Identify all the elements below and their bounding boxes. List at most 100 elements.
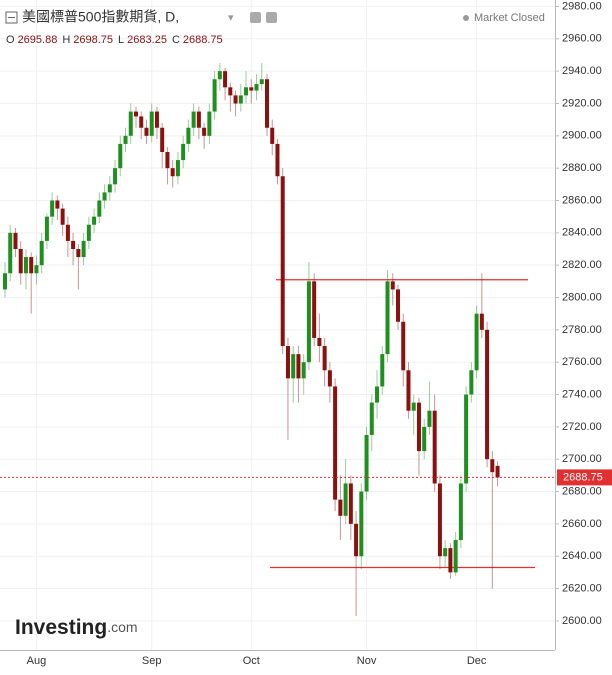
candle-body (139, 116, 144, 128)
candle-body (474, 313, 479, 371)
collapse-icon[interactable] (5, 11, 18, 24)
ohlc-value: 2698.75 (73, 34, 113, 46)
candle-body (244, 87, 249, 96)
y-tick-label: 2920.00 (562, 97, 602, 109)
candle-body (322, 346, 327, 371)
candle-body (333, 386, 338, 500)
candle-body (453, 540, 458, 573)
watermark-main: Investing (15, 616, 107, 639)
candle-body (65, 224, 70, 241)
y-tick-label: 2940.00 (562, 65, 602, 77)
candle-body (55, 200, 60, 209)
candle-body (107, 184, 112, 193)
candle-body (23, 257, 28, 274)
y-tick-label: 2820.00 (562, 259, 602, 271)
dropdown-arrow[interactable]: ▾ (228, 12, 234, 24)
y-tick-label: 2620.00 (562, 582, 602, 594)
candle-body (479, 313, 484, 330)
market-status: Market Closed (474, 12, 545, 24)
candle-body (380, 354, 385, 387)
candle-body (50, 200, 55, 217)
x-tick-label: Oct (243, 655, 260, 667)
candle-body (118, 143, 123, 169)
ohlc-legend: O 2695.88 H 2698.75 L 2683.25 C 2688.75 (6, 34, 223, 46)
y-tick-label: 2660.00 (562, 518, 602, 530)
candle-body (92, 216, 97, 225)
watermark-suffix: .com (107, 619, 137, 635)
candle-body (401, 321, 406, 371)
candle-body (223, 71, 228, 88)
candle-body (464, 394, 469, 484)
y-tick-label: 2680.00 (562, 485, 602, 497)
candle-body (34, 265, 39, 274)
candle-body (348, 483, 353, 524)
candle-body (275, 143, 280, 177)
candle-body (233, 95, 238, 104)
candle-body (160, 127, 165, 152)
chart-title: 美國標普500指數期貨, D, (22, 9, 179, 25)
candle-body (186, 127, 191, 144)
candle-body (437, 483, 442, 557)
candle-body (154, 111, 159, 128)
candle-body (29, 257, 34, 274)
candle-body (228, 87, 233, 96)
candle-body (196, 111, 201, 128)
candle-body (390, 281, 395, 290)
y-tick-label: 2960.00 (562, 33, 602, 45)
candle-body (71, 240, 76, 250)
ohlc-key: H (62, 34, 70, 46)
candle-body (13, 232, 18, 250)
candle-body (217, 71, 222, 80)
candle-body (212, 79, 217, 112)
watermark: Investing.com (15, 616, 138, 639)
candle-body (128, 111, 133, 136)
x-tick-label: Dec (467, 655, 487, 667)
y-tick-label: 2780.00 (562, 324, 602, 336)
candle-body (81, 240, 86, 258)
candle-body (76, 249, 81, 258)
ohlc-value: 2688.75 (183, 34, 223, 46)
ohlc-key: O (6, 34, 15, 46)
candle-body (364, 434, 369, 492)
x-tick-label: Sep (142, 655, 162, 667)
candle-body (270, 127, 275, 144)
status-dot (463, 15, 469, 21)
y-tick-label: 2880.00 (562, 162, 602, 174)
candle-body (359, 491, 364, 557)
candle-body (170, 168, 175, 177)
settings-icon[interactable] (266, 12, 277, 23)
y-tick-label: 2740.00 (562, 388, 602, 400)
candle-body (60, 208, 65, 225)
candle-body (396, 289, 400, 322)
settings-icon[interactable] (250, 12, 261, 23)
candle-body (181, 143, 186, 161)
candle-body (259, 79, 264, 85)
candle-body (134, 111, 138, 117)
candle-body (301, 362, 306, 379)
candle-body (490, 459, 495, 473)
candle-body (485, 329, 490, 460)
candle-body (113, 168, 118, 185)
candle-body (411, 402, 416, 411)
x-tick-label: Nov (357, 655, 377, 667)
y-tick-label: 2720.00 (562, 421, 602, 433)
candle-body (123, 135, 128, 144)
plot (0, 63, 555, 617)
candle-body (458, 483, 463, 541)
candle-body (469, 370, 474, 395)
candle-body (144, 127, 149, 136)
candle-body (249, 87, 254, 91)
candle-body (296, 354, 301, 379)
candle-body (317, 337, 322, 347)
candle-body (354, 523, 359, 557)
candle-body (406, 370, 411, 411)
candle-body (191, 111, 196, 128)
candle-body (338, 499, 343, 516)
candle-body (165, 151, 170, 169)
y-tick-label: 2640.00 (562, 550, 602, 562)
candle-body (448, 548, 453, 573)
ohlc-key: L (118, 34, 124, 46)
candle-body (385, 281, 390, 355)
